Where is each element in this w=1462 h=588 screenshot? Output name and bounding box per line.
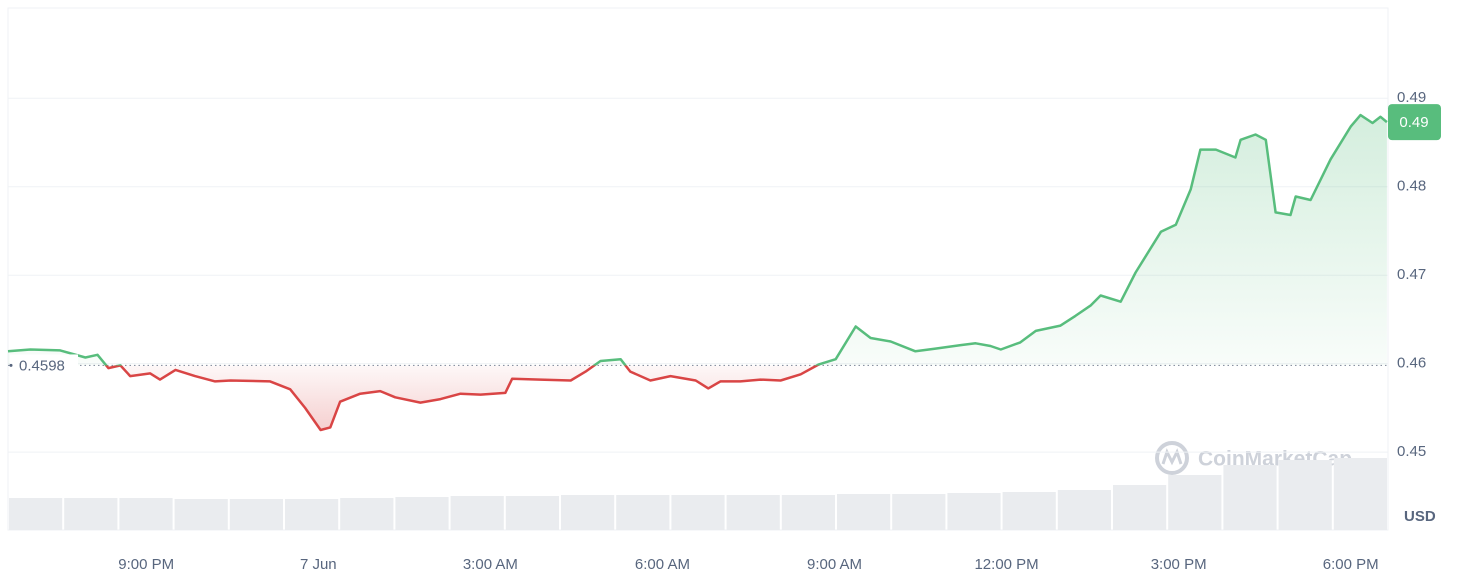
volume-bar	[9, 498, 63, 530]
x-tick-label: 12:00 PM	[974, 556, 1038, 573]
axis-label: USD	[1404, 508, 1436, 525]
volume-bar	[892, 494, 946, 530]
volume-bar	[1333, 458, 1387, 530]
volume-bar	[285, 499, 339, 530]
volume-bar	[395, 497, 449, 530]
y-tick-label: 0.47	[1397, 266, 1426, 283]
volume-bar	[616, 495, 670, 530]
x-tick-label: 7 Jun	[300, 556, 337, 573]
volume-bar	[726, 495, 780, 530]
x-tick-label: 6:00 AM	[635, 556, 690, 573]
price-area	[8, 115, 1387, 430]
y-tick-label: 0.48	[1397, 178, 1426, 195]
last-price-badge	[1388, 104, 1441, 141]
volume-bar	[505, 496, 559, 530]
volume-bar	[174, 499, 228, 530]
volume-bar	[781, 495, 835, 530]
volume-bar	[671, 495, 725, 530]
volume-bar	[1113, 485, 1167, 530]
baseline-dot	[9, 363, 13, 367]
x-tick-label: 9:00 AM	[807, 556, 862, 573]
volume-bar	[1057, 490, 1111, 530]
volume-bar	[450, 496, 504, 530]
baseline-label-bg	[10, 354, 78, 377]
volume-bar	[119, 498, 173, 530]
x-tick-label: 3:00 AM	[463, 556, 518, 573]
last-price-label: 0.49	[1399, 114, 1428, 131]
volume-bar	[64, 498, 118, 530]
watermark-icon	[1161, 448, 1183, 466]
volume-bar	[1168, 475, 1222, 530]
volume-bar	[229, 499, 283, 530]
volume-bar	[561, 495, 615, 530]
volume-bar	[1002, 492, 1056, 530]
volume-bar	[1278, 460, 1332, 530]
price-line	[7, 113, 1388, 432]
y-tick-label: 0.46	[1397, 355, 1426, 372]
volume-bar	[340, 498, 394, 530]
watermark-icon	[1155, 441, 1189, 475]
volume-bar	[947, 493, 1001, 530]
x-tick-label: 9:00 PM	[118, 556, 174, 573]
x-tick-label: 3:00 PM	[1151, 556, 1207, 573]
baseline-label: 0.4598	[19, 357, 65, 374]
x-tick-label: 6:00 PM	[1323, 556, 1379, 573]
volume-bar	[1223, 465, 1277, 530]
y-tick-label: 0.45	[1397, 443, 1426, 460]
y-tick-label: 0.49	[1397, 89, 1426, 106]
volume-bar	[837, 494, 891, 530]
